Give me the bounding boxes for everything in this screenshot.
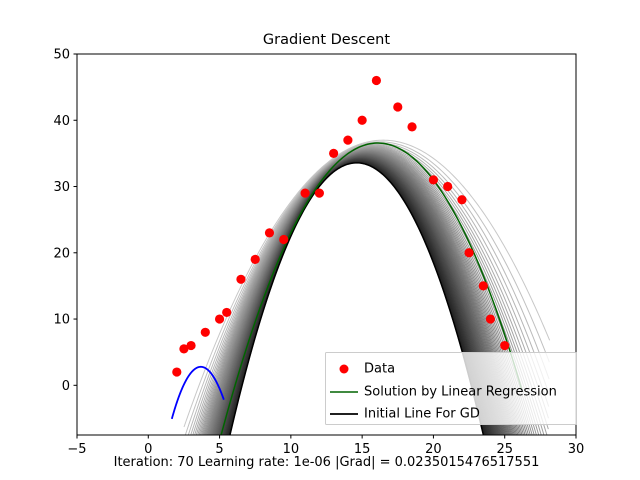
data-point bbox=[214, 314, 225, 324]
data-point bbox=[264, 228, 275, 238]
data-point bbox=[343, 135, 353, 145]
data-point bbox=[443, 181, 453, 192]
legend: Data Solution by Linear Regression Initi… bbox=[325, 352, 577, 425]
y-tick-label: 10 bbox=[53, 313, 70, 328]
y-tick-label: 20 bbox=[53, 246, 70, 261]
x-tick-label: 5 bbox=[215, 442, 223, 457]
data-point bbox=[428, 175, 439, 185]
initial-line-for-gd bbox=[229, 162, 485, 435]
data-point bbox=[172, 367, 182, 377]
data-point bbox=[300, 188, 310, 198]
data-point bbox=[500, 340, 510, 351]
data-point bbox=[222, 307, 232, 318]
gd-iteration-curve bbox=[184, 141, 550, 435]
legend-item-data: Data bbox=[339, 362, 395, 377]
legend-label-data: Data bbox=[364, 362, 395, 377]
legend-label-initial-line: Initial Line For GD bbox=[364, 407, 480, 422]
data-point bbox=[407, 122, 417, 132]
x-tick-label: −5 bbox=[67, 442, 86, 457]
data-point bbox=[357, 115, 367, 125]
x-tick-label: 10 bbox=[283, 442, 300, 457]
data-point bbox=[329, 148, 339, 158]
x-tick-label: 25 bbox=[496, 442, 513, 457]
y-axis-ticks: 0 10 20 30 40 50 bbox=[53, 48, 77, 394]
data-point bbox=[393, 102, 403, 112]
x-tick-label: 0 bbox=[144, 442, 152, 457]
y-tick-label: 50 bbox=[53, 48, 70, 63]
y-tick-label: 40 bbox=[53, 114, 70, 129]
data-point bbox=[371, 75, 381, 86]
legend-marker-dot-icon bbox=[339, 364, 349, 374]
x-tick-label: 20 bbox=[425, 442, 442, 457]
data-point bbox=[478, 281, 488, 291]
y-tick-label: 30 bbox=[53, 180, 70, 195]
data-point bbox=[179, 344, 189, 354]
data-point bbox=[236, 274, 246, 284]
data-point bbox=[279, 234, 289, 245]
data-scatter-points bbox=[172, 75, 510, 377]
data-point bbox=[485, 314, 496, 324]
data-point bbox=[186, 340, 196, 351]
page-title: Gradient Descent bbox=[263, 32, 390, 48]
y-tick-label: 0 bbox=[62, 379, 70, 394]
gd-iteration-curve bbox=[195, 145, 549, 435]
gd-iteration-curve bbox=[192, 144, 550, 435]
current-iteration-line bbox=[170, 365, 225, 420]
x-tick-label: 30 bbox=[568, 442, 585, 457]
legend-item-regression: Solution by Linear Regression bbox=[330, 385, 557, 400]
legend-item-initial-line: Initial Line For GD bbox=[330, 407, 480, 422]
data-point bbox=[457, 195, 467, 205]
data-point bbox=[250, 254, 260, 265]
x-axis-label: Iteration: 70 Learning rate: 1e-06 |Grad… bbox=[114, 455, 540, 470]
gd-iteration-curve bbox=[194, 145, 549, 435]
linear-regression-solution bbox=[220, 142, 523, 435]
data-point bbox=[200, 327, 210, 337]
x-tick-label: 15 bbox=[354, 442, 371, 457]
legend-background bbox=[325, 352, 577, 425]
axes-frame bbox=[76, 53, 577, 436]
legend-label-regression: Solution by Linear Regression bbox=[364, 385, 557, 400]
x-axis-ticks: −5 0 5 10 15 20 25 30 bbox=[67, 435, 584, 457]
data-point bbox=[464, 248, 474, 258]
data-point bbox=[314, 188, 324, 198]
